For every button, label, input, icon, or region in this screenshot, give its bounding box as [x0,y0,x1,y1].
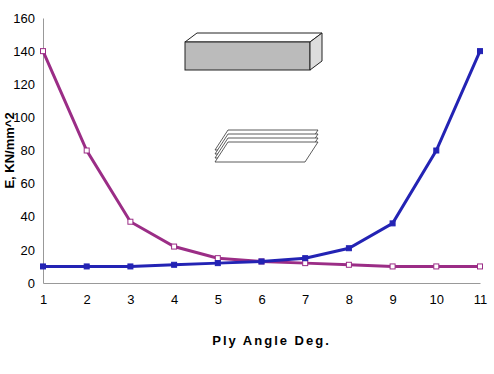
series-line [43,51,480,266]
y-tick-label: 120 [13,77,35,92]
x-tick: 3 [127,283,134,307]
series-marker [434,148,439,153]
y-tick-label: 160 [13,11,35,26]
y-tick-label: 80 [21,143,35,158]
y-tick: 40 [21,209,43,224]
ply-sheet [215,142,318,162]
series-marker [41,49,46,54]
x-tick: 10 [430,283,444,307]
series-marker [215,261,220,266]
x-tick: 9 [389,283,396,307]
series-marker [128,219,133,224]
x-tick-label: 2 [84,292,91,307]
series-line [43,51,480,266]
x-tick: 4 [171,283,178,307]
x-axis: 1 2 3 4 5 6 7 8 9 10 11 [40,283,487,307]
chart: 0 20 40 60 80 100 120 140 160 1 2 3 4 5 6 7 8 9 10 11 Ply An… [0,0,494,374]
y-tick: 160 [13,11,43,26]
series-marker [172,262,177,267]
y-tick: 100 [13,110,43,125]
x-tick-label: 3 [127,292,134,307]
series-marker [41,264,46,269]
x-tick: 6 [258,283,265,307]
series-marker [259,259,264,264]
y-axis-line [43,19,44,284]
series-marker [303,256,308,261]
x-tick-label: 7 [302,292,309,307]
y-tick: 80 [21,143,43,158]
y-tick-label: 20 [21,243,35,258]
x-tick: 7 [302,283,309,307]
y-tick-label: 140 [13,44,35,59]
x-tick-label: 5 [215,292,222,307]
y-tick: 140 [13,44,43,59]
x-tick-label: 10 [430,292,444,307]
series-marker [434,264,439,269]
plot-area [41,49,483,269]
x-tick: 2 [84,283,91,307]
x-axis-line [44,283,481,284]
slab-front [185,42,310,70]
y-tick: 60 [21,176,43,191]
x-tick-label: 9 [389,292,396,307]
y-tick-label: 0 [28,276,35,291]
x-tick-label: 6 [258,292,265,307]
x-tick: 5 [215,283,222,307]
x-tick: 8 [346,283,353,307]
x-tick: 1 [40,283,47,307]
series-marker [346,262,351,267]
x-axis-title: Ply Angle Deg. [212,333,331,348]
x-tick-label: 11 [474,292,488,307]
y-tick: 0 [28,276,43,291]
x-tick: 11 [474,283,488,307]
x-tick-label: 4 [171,292,178,307]
series-marker [128,264,133,269]
x-tick-label: 8 [346,292,353,307]
y-axis: 0 20 40 60 80 100 120 140 160 [13,11,43,291]
slab-top [185,33,322,42]
laminate-icons [185,33,322,162]
y-tick-label: 60 [21,176,35,191]
series-marker [390,221,395,226]
y-tick: 120 [13,77,43,92]
series-marker [172,244,177,249]
x-tick-label: 1 [40,292,47,307]
series-marker [478,264,483,269]
series-marker [259,259,264,264]
series-marker [478,49,483,54]
series-marker [84,148,89,153]
y-tick-label: 40 [21,209,35,224]
y-tick: 20 [21,243,43,258]
series-marker [84,264,89,269]
series-marker [346,246,351,251]
series-marker [215,256,220,261]
series-marker [303,261,308,266]
slab-side [310,33,322,70]
series-marker [390,264,395,269]
y-axis-title: E, KN/mm^2 [2,112,17,188]
